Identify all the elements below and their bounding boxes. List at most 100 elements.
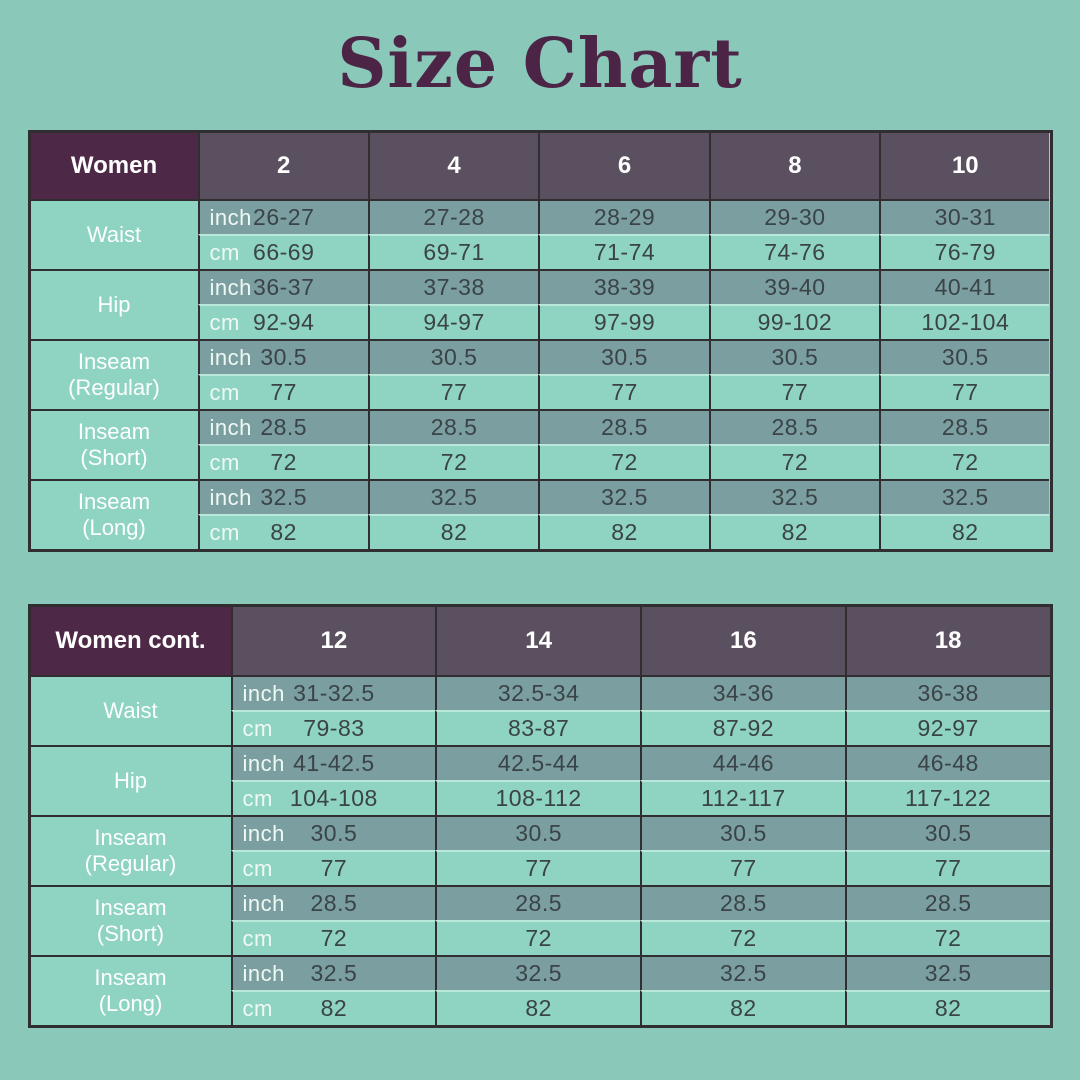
size-value-cell: 72 <box>367 444 539 479</box>
cm-value: 77 <box>951 379 979 405</box>
cm-value: 77 <box>781 379 809 405</box>
cm-value: 82 <box>320 995 348 1021</box>
inch-value: 32.5 <box>310 960 358 986</box>
inch-value: 30.5 <box>924 820 972 846</box>
cm-value: 83-87 <box>507 715 570 741</box>
cm-value: 72 <box>525 925 552 951</box>
size-value-cell: 87-92 <box>640 710 845 745</box>
inch-value: 40-41 <box>934 274 996 300</box>
measurement-row-label: Inseam (Regular) <box>30 339 198 409</box>
measurement-row-label-line: Inseam <box>94 825 167 851</box>
size-value-cell: 72 <box>844 920 1050 955</box>
inch-value: 32.5 <box>719 960 767 986</box>
inch-unit-label: inch <box>242 960 285 986</box>
size-value-cell: cm 77 <box>197 374 368 409</box>
inch-unit-label: inch <box>209 274 252 300</box>
size-value-cell: 117-122 <box>844 780 1050 815</box>
inch-value: 28.5 <box>719 890 767 916</box>
inch-unit-label: inch <box>242 680 285 706</box>
size-value-cell: 37-38 <box>367 269 539 304</box>
size-value-cell: 32.5 <box>435 955 640 990</box>
size-value-cell: 36-38 <box>844 675 1050 710</box>
size-value-cell: 38-39 <box>538 269 709 304</box>
measurement-row-label-line: Inseam <box>77 349 151 375</box>
size-value-cell: 30.5 <box>844 815 1050 850</box>
size-value-cell: cm 72 <box>230 920 436 955</box>
size-value-cell: 42.5-44 <box>435 745 640 780</box>
cm-value: 82 <box>730 995 757 1021</box>
size-value-cell: 77 <box>538 374 709 409</box>
measurement-row-label: Inseam (Long) <box>30 955 231 1025</box>
measurement-row-label-line: (Long) <box>98 991 163 1016</box>
size-column-header: 10 <box>879 133 1050 199</box>
cm-value: 72 <box>320 925 348 951</box>
size-value-cell: 32.5 <box>538 479 709 514</box>
size-value-cell: 76-79 <box>879 234 1050 269</box>
cm-value: 77 <box>270 379 297 405</box>
measurement-row-label-line: Waist <box>86 222 142 248</box>
measurement-row-label: Waist <box>30 675 231 745</box>
inch-value: 32.5 <box>260 484 308 510</box>
measurement-row-label-line: (Short) <box>96 921 165 946</box>
cm-value: 82 <box>951 519 979 545</box>
inch-value: 30.5 <box>771 344 819 370</box>
size-value-cell: 39-40 <box>708 269 880 304</box>
size-value-cell: cm 92-94 <box>197 304 368 339</box>
size-value-cell: 29-30 <box>708 199 880 234</box>
cm-value: 72 <box>730 925 757 951</box>
measurement-row-label-line: Inseam <box>94 965 167 991</box>
cm-value: 82 <box>611 519 638 545</box>
size-column-header: 4 <box>367 133 539 199</box>
size-column-header: 2 <box>197 133 368 199</box>
size-value-cell: 28.5 <box>879 409 1050 444</box>
measurement-row-label-line: (Long) <box>82 515 146 540</box>
size-value-cell: inch 41-42.5 <box>230 745 436 780</box>
cm-value: 82 <box>440 519 468 545</box>
table-corner-label: Women cont. <box>30 607 231 675</box>
inch-value: 41-42.5 <box>293 750 375 776</box>
size-value-cell: 28-29 <box>538 199 709 234</box>
inch-value: 30.5 <box>719 820 767 846</box>
size-table-women: Women 2 4 6 8 10 Waist inch 26-27 27-28 28-29 29-30… <box>27 130 1053 552</box>
cm-value: 69-71 <box>423 239 485 265</box>
inch-unit-label: inch <box>209 484 252 510</box>
inch-value: 39-40 <box>764 274 826 300</box>
measurement-row-label-line: (Regular) <box>84 851 177 876</box>
cm-value: 108-112 <box>495 785 582 811</box>
inch-value: 28.5 <box>601 414 648 440</box>
inch-value: 28.5 <box>924 890 972 916</box>
size-value-cell: 72 <box>708 444 880 479</box>
size-value-cell: 30.5 <box>538 339 709 374</box>
size-value-cell: inch 28.5 <box>197 409 368 444</box>
inch-value: 28.5 <box>430 414 478 440</box>
inch-value: 42.5-44 <box>497 750 580 776</box>
cm-value: 77 <box>730 855 757 881</box>
measurement-row-label: Inseam (Long) <box>30 479 198 549</box>
cm-value: 82 <box>270 519 297 545</box>
measurement-row-label: Inseam (Regular) <box>30 815 231 885</box>
size-value-cell: 30.5 <box>879 339 1050 374</box>
size-value-cell: 77 <box>435 850 640 885</box>
size-value-cell: inch 31-32.5 <box>230 675 436 710</box>
cm-value: 72 <box>270 449 297 475</box>
inch-value: 27-28 <box>423 204 485 230</box>
inch-value: 30.5 <box>430 344 478 370</box>
inch-value: 30.5 <box>310 820 358 846</box>
size-value-cell: 28.5 <box>367 409 539 444</box>
inch-value: 30.5 <box>941 344 989 370</box>
size-value-cell: 32.5 <box>879 479 1050 514</box>
size-value-cell: 77 <box>367 374 539 409</box>
size-value-cell: 72 <box>879 444 1050 479</box>
size-value-cell: 32.5 <box>640 955 845 990</box>
cm-value: 82 <box>934 995 962 1021</box>
size-value-cell: 28.5 <box>640 885 845 920</box>
size-value-cell: 34-36 <box>640 675 845 710</box>
cm-unit-label: cm <box>209 239 240 265</box>
inch-value: 37-38 <box>423 274 485 300</box>
cm-value: 97-99 <box>593 309 656 335</box>
size-column-header: 18 <box>844 607 1050 675</box>
size-value-cell: 30.5 <box>640 815 845 850</box>
inch-value: 31-32.5 <box>293 680 375 706</box>
size-value-cell: 77 <box>879 374 1050 409</box>
cm-value: 72 <box>440 449 468 475</box>
